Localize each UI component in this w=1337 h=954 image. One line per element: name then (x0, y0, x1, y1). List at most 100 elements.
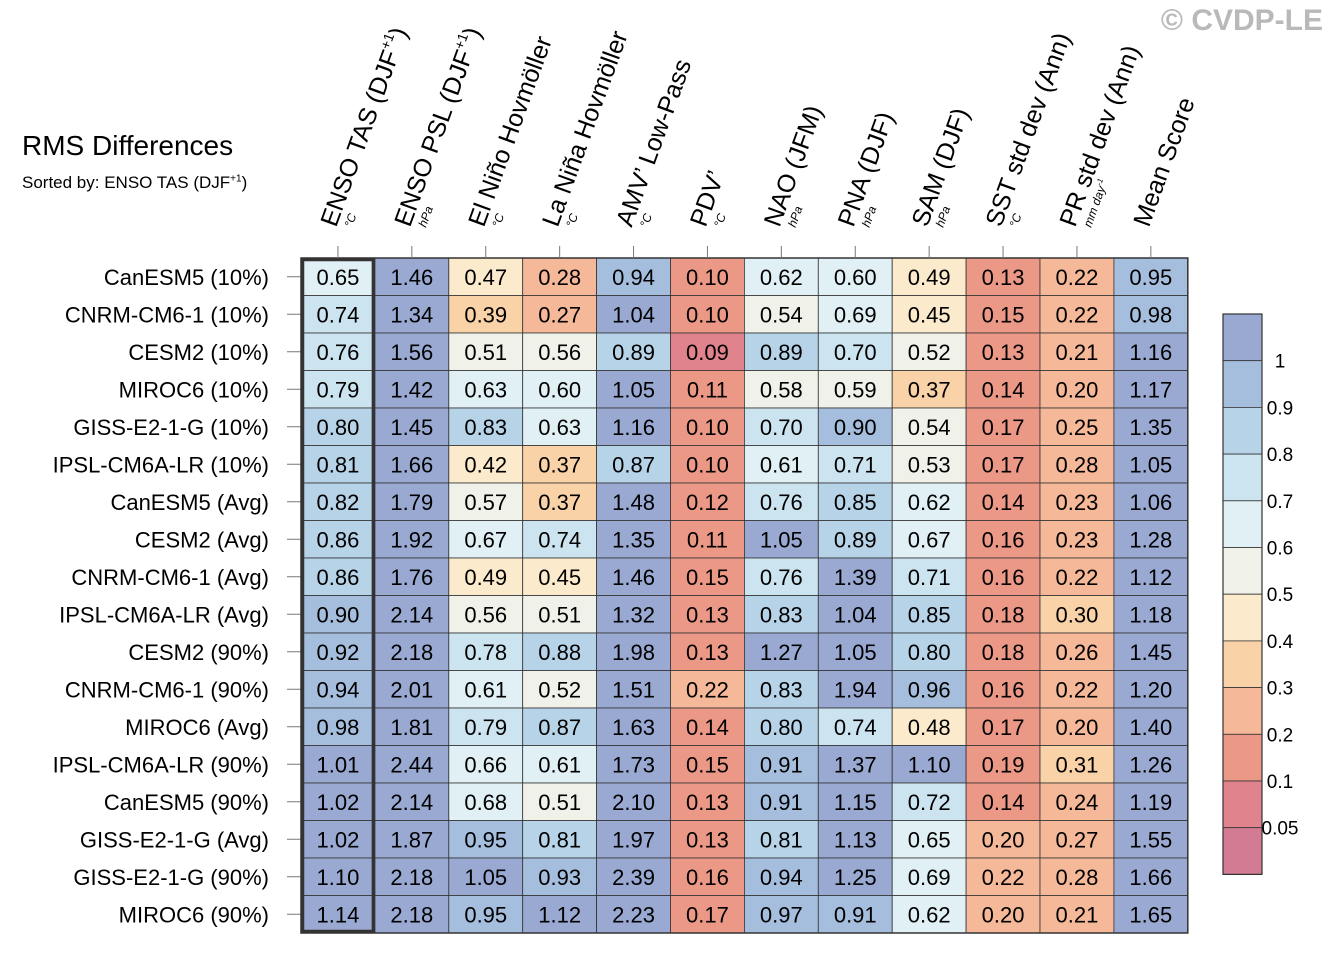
cell-value: 0.15 (686, 752, 729, 777)
heatmap-cell (448, 482, 524, 521)
heatmap-cell (744, 820, 819, 859)
heatmap-cell (744, 857, 819, 896)
cell-value: 1.46 (612, 565, 655, 590)
row-label: CanESM5 (Avg) (110, 490, 269, 515)
cell-value: 0.20 (1056, 715, 1099, 740)
heatmap-cell (596, 482, 671, 521)
heatmap-cell (965, 707, 1041, 746)
cell-value: 1.10 (317, 865, 360, 890)
heatmap-cell (965, 895, 1041, 934)
cell-value: 0.71 (908, 565, 951, 590)
cell-value: 0.17 (982, 715, 1025, 740)
cell-value: 0.91 (760, 790, 803, 815)
column-unit: °C (637, 211, 655, 229)
heatmap-cell (1113, 332, 1189, 371)
cell-value: 1.81 (390, 715, 433, 740)
cell-value: 0.83 (464, 415, 507, 440)
cell-value: 1.16 (612, 415, 655, 440)
heatmap-cell (670, 295, 745, 334)
row-label: IPSL-CM6A-LR (Avg) (59, 602, 269, 627)
row-label: IPSL-CM6A-LR (90%) (53, 752, 269, 777)
cell-value: 0.94 (760, 865, 803, 890)
heatmap-cell (1113, 295, 1189, 334)
column-unit: °C (342, 211, 360, 229)
heatmap-cell (891, 895, 967, 934)
cell-value: 1.17 (1129, 377, 1172, 402)
cell-value: 1.40 (1129, 715, 1172, 740)
cell-value: 0.20 (982, 827, 1025, 852)
colorbar-segment (1222, 640, 1263, 689)
cell-value: 0.21 (1056, 902, 1099, 927)
cell-value: 0.57 (464, 490, 507, 515)
cell-value: 0.48 (908, 715, 951, 740)
cell-value: 0.58 (760, 377, 803, 402)
heatmap-cell (448, 782, 524, 821)
colorbar-label: 0.1 (1267, 772, 1293, 793)
cell-value: 0.24 (1056, 790, 1099, 815)
heatmap-cell (817, 407, 893, 446)
heatmap-cell (744, 632, 819, 671)
cell-value: 0.78 (464, 640, 507, 665)
row-label: CESM2 (90%) (128, 640, 269, 665)
cell-value: 0.16 (982, 677, 1025, 702)
cell-value: 0.23 (1056, 490, 1099, 515)
cell-value: 0.86 (317, 565, 360, 590)
cell-value: 0.54 (908, 415, 951, 440)
heatmap-cell (744, 895, 819, 934)
heatmap-cell (1039, 595, 1115, 634)
cell-value: 0.17 (686, 902, 729, 927)
cell-value: 0.13 (982, 340, 1025, 365)
cell-value: 0.11 (687, 527, 728, 552)
heatmap-cell (817, 670, 893, 709)
cell-value: 1.35 (1129, 415, 1172, 440)
heatmap-cell (522, 257, 598, 296)
cell-value: 1.98 (612, 640, 655, 665)
heatmap-cell (965, 632, 1041, 671)
cell-value: 2.14 (390, 602, 433, 627)
heatmap-cell (670, 445, 745, 484)
heatmap-cell (374, 670, 450, 709)
cell-value: 0.62 (908, 490, 951, 515)
colorbar-segment (1222, 360, 1263, 408)
cell-value: 0.81 (317, 452, 360, 477)
heatmap-cell (522, 295, 598, 334)
heatmap-cell (374, 482, 450, 521)
cell-value: 1.02 (317, 827, 360, 852)
heatmap-cell (522, 745, 598, 784)
cell-value: 0.83 (760, 602, 803, 627)
cell-value: 0.10 (686, 265, 729, 290)
heatmap-cell (596, 745, 671, 784)
colorbar-label: 0.3 (1267, 679, 1293, 700)
heatmap-cell (670, 482, 745, 521)
heatmap-cell (448, 745, 524, 784)
heatmap-cell (1039, 295, 1115, 334)
heatmap-cell (522, 557, 598, 596)
cell-value: 0.37 (538, 490, 581, 515)
cell-value: 0.13 (686, 640, 729, 665)
cell-value: 0.13 (686, 602, 729, 627)
heatmap-cell (744, 595, 819, 634)
cell-value: 0.59 (834, 377, 877, 402)
heatmap-cell (300, 557, 376, 596)
heatmap-cell (744, 295, 819, 334)
heatmap-cell (1039, 632, 1115, 671)
cell-value: 2.18 (390, 865, 433, 890)
cell-value: 0.76 (760, 565, 803, 590)
cell-value: 0.88 (538, 640, 581, 665)
cell-value: 0.14 (982, 490, 1025, 515)
heatmap-cell (1039, 482, 1115, 521)
cell-value: 0.79 (464, 715, 507, 740)
colorbar-segment (1222, 313, 1263, 362)
row-label: CESM2 (10%) (128, 340, 269, 365)
cell-value: 0.89 (834, 527, 877, 552)
heatmap-cell (965, 445, 1041, 484)
heatmap-cell (965, 332, 1041, 371)
cell-value: 0.22 (1056, 265, 1099, 290)
cell-value: 0.65 (908, 827, 951, 852)
cell-value: 0.13 (686, 827, 729, 852)
heatmap-cell (965, 857, 1041, 896)
colorbar-label: 0.6 (1267, 539, 1293, 560)
heatmap-cell (448, 332, 524, 371)
colorbar-segment (1222, 406, 1263, 455)
heatmap-cell (1113, 895, 1189, 934)
